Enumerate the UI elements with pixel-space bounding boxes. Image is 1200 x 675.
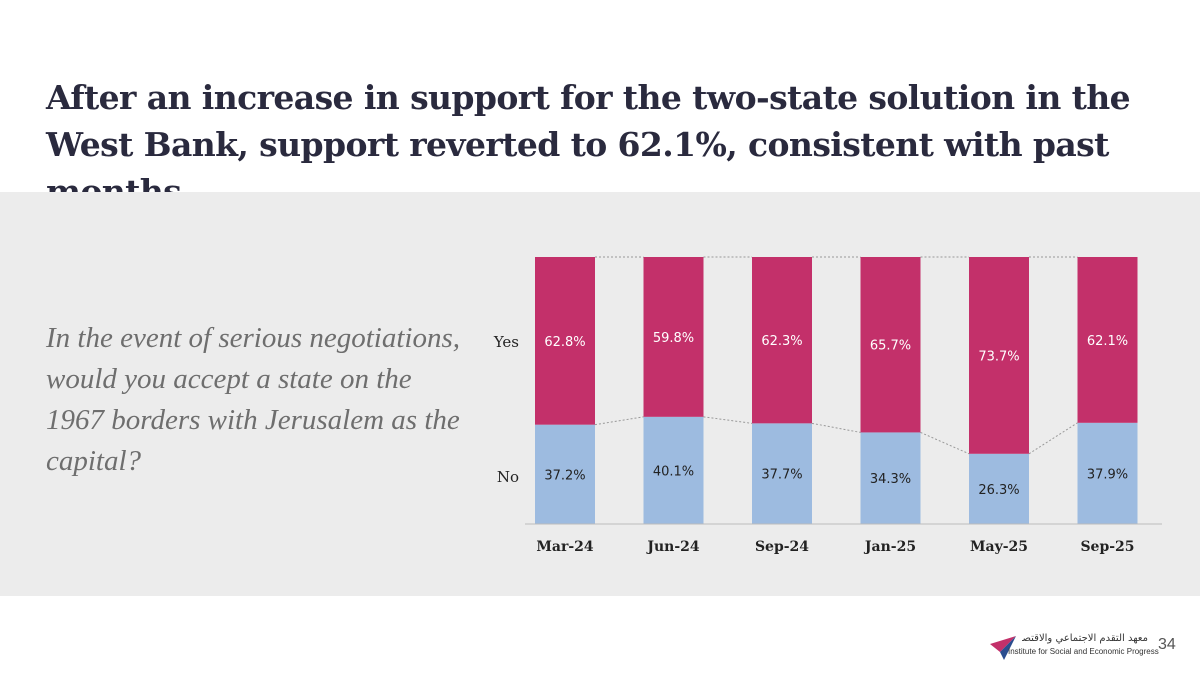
connector-split [1028,422,1078,455]
survey-question: In the event of serious negotiations, wo… [46,322,460,477]
label-yes-Jan-25: 65.7% [870,339,911,354]
label-no-Sep-24: 37.7% [761,468,802,483]
bar-yes-Jun-24 [643,257,704,417]
label-yes-Sep-25: 62.1% [1087,334,1128,349]
label-yes-Mar-24: 62.8% [544,335,585,350]
label-no-Jun-24: 40.1% [653,464,694,479]
category-label-Sep-25: Sep-25 [1080,539,1134,555]
bar-yes-Sep-24 [752,257,812,424]
label-no-May-25: 26.3% [978,483,1019,498]
row-label-no: No [497,468,519,486]
logo-arabic-text: معهد التقدم الاجتماعي والاقتصادي [1022,633,1148,644]
connector-split [811,422,861,433]
bar-no-Sep-25 [1077,422,1138,524]
connector-split [920,431,970,455]
category-label-Mar-24: Mar-24 [536,539,593,555]
page-number: 34 [1158,636,1176,653]
bar-yes-Sep-25 [1077,257,1138,423]
bar-no-Jan-25 [860,432,921,524]
category-label-Sep-24: Sep-24 [755,539,809,555]
institute-logo-icon [990,636,1016,660]
row-label-yes: Yes [493,333,519,351]
bar-yes-Jan-25 [860,257,921,433]
footer [0,596,1200,675]
bar-no-Jun-24 [643,416,704,524]
bar-yes-Mar-24 [535,257,595,425]
bar-no-May-25 [969,453,1029,524]
label-no-Mar-24: 37.2% [544,468,585,483]
logo-english-text: Institute for Social and Economic Progre… [1008,647,1159,656]
bar-no-Sep-24 [752,423,812,524]
label-yes-May-25: 73.7% [978,349,1019,364]
label-yes-Sep-24: 62.3% [761,334,802,349]
label-no-Jan-25: 34.3% [870,472,911,487]
category-label-Jun-24: Jun-24 [645,539,700,555]
bar-yes-May-25 [969,257,1029,454]
label-no-Sep-25: 37.9% [1087,467,1128,482]
connector-split [703,416,753,424]
category-label-May-25: May-25 [970,539,1028,555]
category-label-Jan-25: Jan-25 [863,539,916,555]
bar-no-Mar-24 [535,424,595,524]
connector-split [594,416,644,426]
label-yes-Jun-24: 59.8% [653,331,694,346]
slide-title: After an increase in support for the two… [46,78,1131,211]
